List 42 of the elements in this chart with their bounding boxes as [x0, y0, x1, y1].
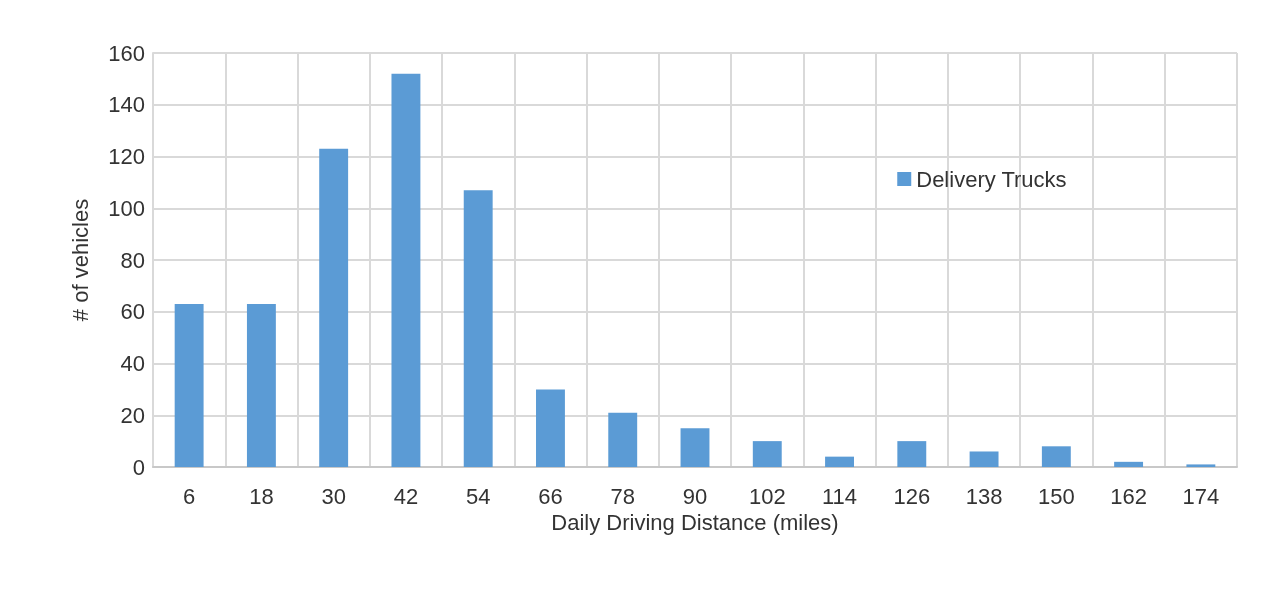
x-tick-label: 114 — [821, 483, 858, 509]
x-tick-label: 162 — [1110, 483, 1147, 509]
x-tick-label: 30 — [321, 483, 346, 509]
x-tick-label: 42 — [393, 483, 419, 509]
x-tick-label: 54 — [465, 483, 491, 509]
y-tick-label: 60 — [120, 299, 145, 325]
x-tick-label: 174 — [1182, 483, 1220, 509]
x-tick-label: 6 — [183, 483, 196, 509]
bar — [536, 389, 565, 467]
bar — [897, 441, 927, 467]
y-tick-label: 80 — [120, 247, 145, 273]
bar — [825, 456, 854, 467]
x-tick-label: 102 — [748, 483, 786, 509]
y-tick-label: 140 — [108, 92, 145, 118]
x-tick-label: 90 — [682, 483, 708, 509]
y-tick-label: 160 — [108, 40, 145, 66]
bar — [1041, 446, 1071, 467]
x-tick-label: 126 — [893, 483, 931, 509]
bar — [174, 303, 204, 467]
bar — [608, 412, 638, 467]
bar — [391, 73, 421, 467]
x-tick-label: 18 — [249, 483, 274, 509]
bar — [969, 451, 999, 467]
bar — [246, 303, 276, 467]
x-tick-label: 78 — [610, 483, 635, 509]
y-tick-label: 100 — [108, 195, 145, 221]
bar — [1114, 461, 1144, 467]
x-tick-label: 150 — [1037, 483, 1075, 509]
bar — [680, 428, 710, 467]
bar — [752, 441, 782, 467]
bar — [319, 148, 349, 467]
y-tick-label: 0 — [132, 454, 145, 480]
x-tick-label: 66 — [538, 483, 563, 509]
legend-label: Delivery Trucks — [916, 166, 1067, 192]
bar — [1186, 464, 1216, 467]
x-axis-title: Daily Driving Distance (miles) — [551, 510, 839, 536]
y-tick-label: 20 — [120, 402, 145, 428]
x-tick-label: 138 — [965, 483, 1003, 509]
bar — [463, 190, 493, 467]
y-tick-label: 120 — [108, 144, 145, 169]
y-tick-label: 40 — [120, 351, 145, 376]
y-axis-title: # of vehicles — [67, 198, 93, 322]
